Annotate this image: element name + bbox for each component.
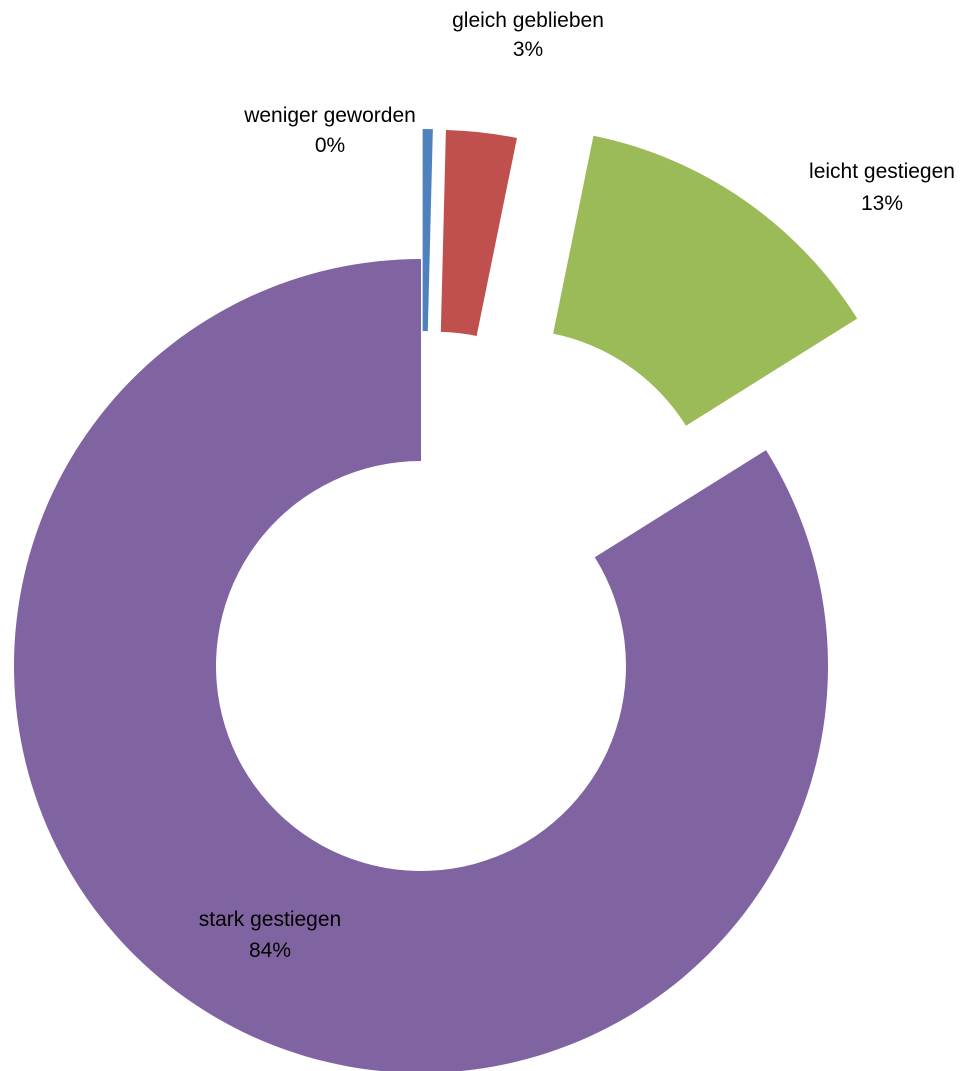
label-stark-gestiegen-name: stark gestiegen [199, 908, 341, 931]
label-gleich-geblieben: gleich geblieben 3% [452, 9, 604, 61]
label-gleich-geblieben-name: gleich geblieben [452, 9, 604, 32]
label-weniger-geworden-name: weniger geworden [243, 104, 416, 127]
label-stark-gestiegen: stark gestiegen 84% [199, 908, 341, 962]
label-gleich-geblieben-value: 3% [513, 38, 543, 61]
slice-leicht-gestiegen [553, 135, 858, 426]
slice-gleich-geblieben [440, 129, 517, 336]
label-leicht-gestiegen: leicht gestiegen 13% [809, 160, 955, 215]
label-stark-gestiegen-value: 84% [249, 939, 291, 962]
label-leicht-gestiegen-name: leicht gestiegen [809, 160, 955, 183]
slices-group [14, 129, 858, 1071]
slice-stark-gestiegen [14, 259, 828, 1071]
label-weniger-geworden: weniger geworden 0% [243, 104, 416, 157]
label-weniger-geworden-value: 0% [315, 134, 345, 157]
label-leicht-gestiegen-value: 13% [861, 192, 903, 215]
slice-weniger-geworden [422, 129, 433, 332]
